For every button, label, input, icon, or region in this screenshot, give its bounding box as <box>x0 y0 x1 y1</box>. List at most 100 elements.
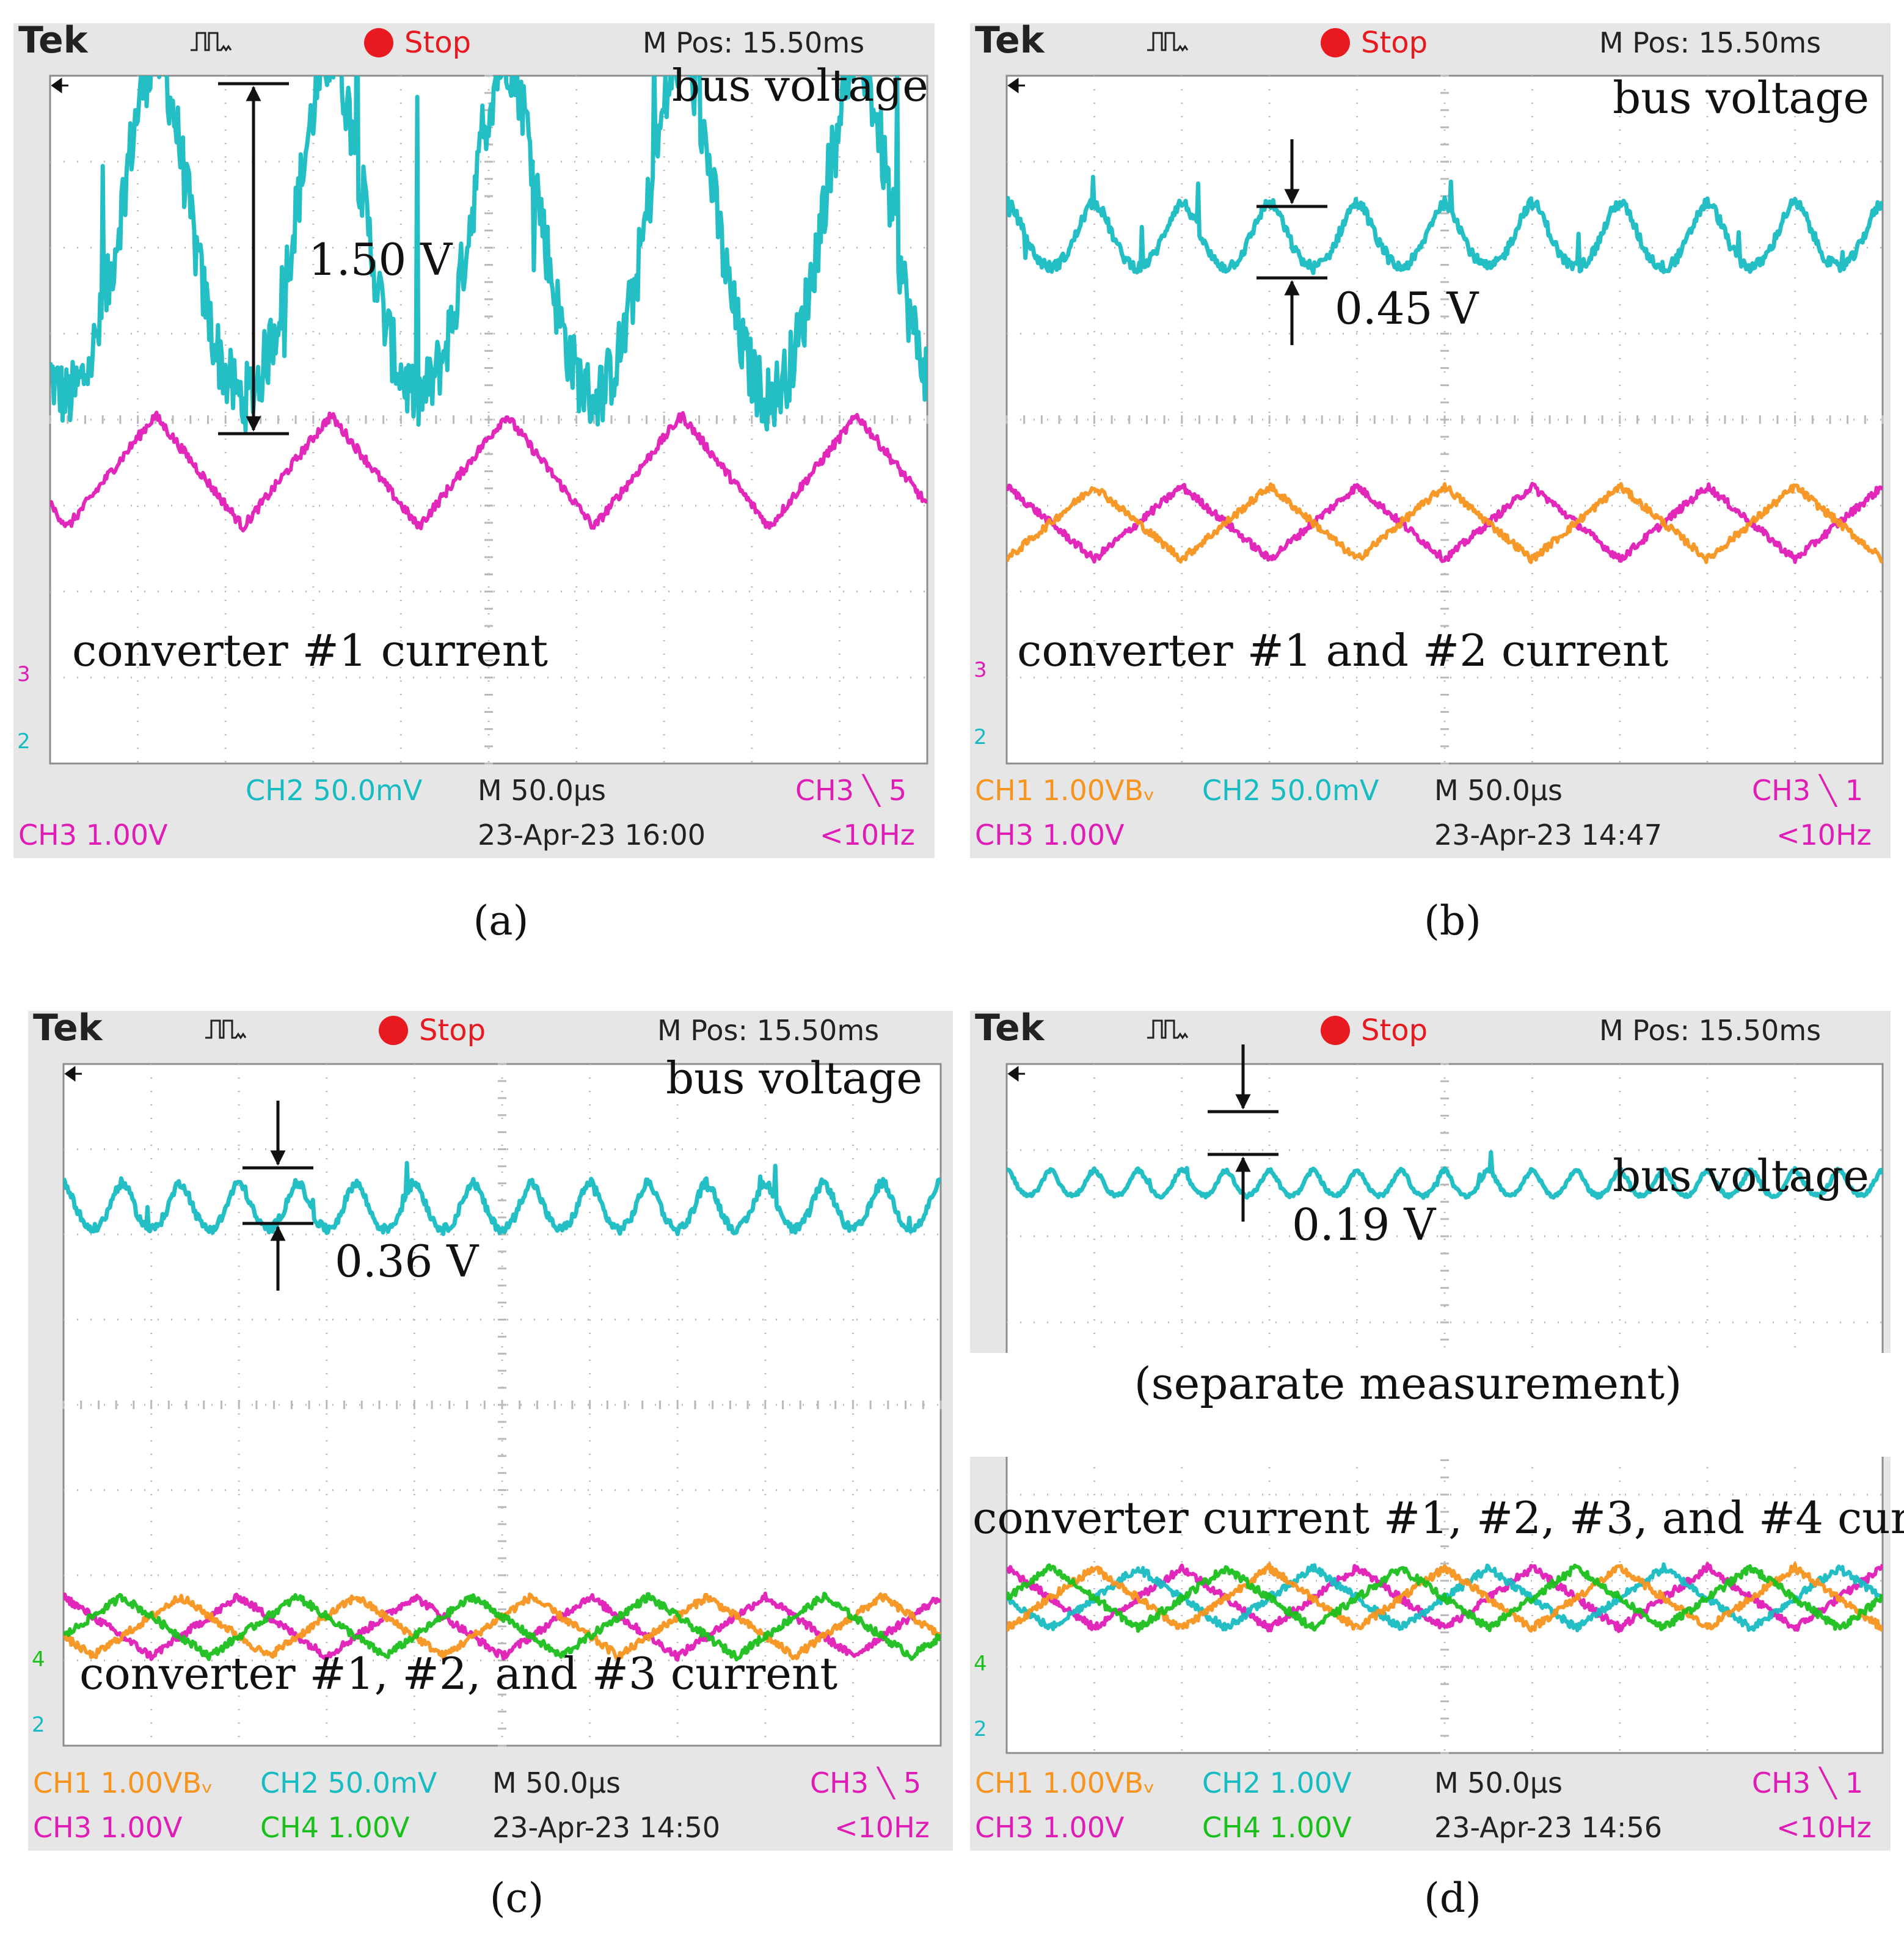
footer-readout: CH3 ╲ 5 <box>810 1766 921 1800</box>
channel-marker: 3 <box>974 658 987 682</box>
footer-readout: <10Hz <box>834 1811 930 1844</box>
horizontal-position: M Pos: 15.50ms <box>1599 26 1821 59</box>
footer-readout: CH3 1.00V <box>33 1811 183 1844</box>
trigger-position-icon <box>1007 1066 1025 1082</box>
footer-readout: M 50.0µs <box>478 774 606 807</box>
footer-readout: <10Hz <box>1776 818 1872 851</box>
traces <box>64 1161 941 1662</box>
horizontal-position: M Pos: 15.50ms <box>657 1014 879 1047</box>
pulse-icon <box>191 32 232 52</box>
stop-indicator-icon <box>1321 1016 1350 1045</box>
channel-marker: 2 <box>974 725 987 749</box>
trace-converter-1-current <box>50 410 927 533</box>
traces <box>1007 1150 1883 1633</box>
current-label: converter #1 and #2 current <box>1017 625 1668 676</box>
footer-readout: CH3 ╲ 1 <box>1752 774 1863 807</box>
footer-readout: CH3 1.00V <box>975 818 1125 851</box>
separate-measurement-label: (separate measurement) <box>1134 1358 1682 1409</box>
scope-panel-c: Tek Stop M Pos: 15.50ms CH1 1.00VBᵥ CH2 50.0… <box>28 1007 953 1922</box>
run-status: Stop <box>1361 26 1428 60</box>
ripple-value-label: 0.45 V <box>1335 283 1479 334</box>
ripple-dimension-arrows <box>1208 1044 1278 1222</box>
footer-readout: CH2 1.00V <box>1202 1766 1352 1799</box>
stop-indicator-icon <box>1321 28 1350 57</box>
ripple-value-label: 1.50 V <box>308 234 453 285</box>
pulse-icon <box>1147 1019 1189 1040</box>
footer-readout: CH3 ╲ 1 <box>1752 1766 1863 1800</box>
run-status: Stop <box>419 1013 486 1048</box>
current-label: converter current #1, #2, #3, and #4 cur… <box>972 1492 1904 1543</box>
scope-panel-a: Tek Stop M Pos: 15.50ms CH2 50.0mV M 50.0µs C… <box>13 19 935 944</box>
footer-readout: CH3 ╲ 5 <box>795 774 906 807</box>
scope-panel-d: Tek Stop M Pos: 15.50ms (separate measureme… <box>964 1007 1904 1922</box>
trace-bus-voltage <box>1007 175 1883 275</box>
traces <box>50 76 927 533</box>
trigger-position-icon <box>51 78 68 93</box>
footer-readout: CH1 1.00VBᵥ <box>975 774 1155 807</box>
ripple-dimension-arrows <box>218 82 289 435</box>
horizontal-position: M Pos: 15.50ms <box>1599 1014 1821 1047</box>
footer-readout: 23-Apr-23 14:50 <box>492 1811 720 1844</box>
trace-bus-voltage <box>50 76 927 433</box>
footer-readout: M 50.0µs <box>1434 774 1563 807</box>
bus-voltage-label: bus voltage <box>1613 1150 1869 1201</box>
footer-readout: CH2 50.0mV <box>1202 774 1379 807</box>
brand-label: Tek <box>33 1007 104 1049</box>
brand-label: Tek <box>975 1007 1046 1049</box>
trigger-position-icon <box>64 1066 82 1082</box>
stop-indicator-icon <box>379 1016 408 1045</box>
footer-readout: 23-Apr-23 14:56 <box>1434 1811 1662 1844</box>
bus-voltage-label: bus voltage <box>672 60 928 111</box>
footer-readout: CH4 1.00V <box>260 1811 410 1844</box>
current-label: converter #1, #2, and #3 current <box>79 1648 837 1699</box>
footer-readout: 23-Apr-23 16:00 <box>478 818 706 851</box>
panel-caption: (d) <box>1424 1875 1481 1922</box>
channel-marker: 4 <box>32 1647 45 1672</box>
ripple-value-label: 0.36 V <box>335 1236 480 1287</box>
channel-marker: 4 <box>974 1652 987 1676</box>
footer-readout: M 50.0µs <box>492 1766 621 1799</box>
panel-caption: (b) <box>1424 897 1481 944</box>
ripple-dimension-arrows <box>243 1101 313 1291</box>
panel-caption: (a) <box>473 897 529 944</box>
footer-readout: CH2 50.0mV <box>260 1766 437 1799</box>
channel-marker: 2 <box>17 729 31 754</box>
footer-readout: CH2 50.0mV <box>246 774 423 807</box>
trace-converter-3-current <box>1007 1562 1883 1633</box>
footer-readout: <10Hz <box>1776 1811 1872 1844</box>
trigger-position-icon <box>1007 78 1025 93</box>
scope-panel-b: Tek Stop M Pos: 15.50ms CH1 1.00VBᵥ CH2 50.0… <box>970 19 1891 944</box>
footer-readout: 23-Apr-23 14:47 <box>1434 818 1662 851</box>
stop-indicator-icon <box>364 28 393 57</box>
footer-readout: CH3 1.00V <box>975 1811 1125 1844</box>
footer-readout: CH3 1.00V <box>18 818 168 851</box>
run-status: Stop <box>404 26 471 60</box>
trace-converter-3-current <box>64 1591 941 1662</box>
pulse-icon <box>1147 32 1189 52</box>
ripple-dimension-arrows <box>1257 139 1327 345</box>
channel-marker: 2 <box>32 1713 45 1737</box>
panel-caption: (c) <box>490 1875 544 1922</box>
pulse-icon <box>205 1019 247 1040</box>
bus-voltage-label: bus voltage <box>1613 72 1869 123</box>
brand-label: Tek <box>18 19 89 62</box>
traces <box>1007 175 1883 564</box>
footer-readout: CH4 1.00V <box>1202 1811 1352 1844</box>
current-label: converter #1 current <box>72 625 548 676</box>
trace-bus-voltage <box>1007 1150 1883 1200</box>
footer-readout: CH1 1.00VBᵥ <box>975 1766 1155 1799</box>
run-status: Stop <box>1361 1013 1428 1048</box>
trace-converter-1-current <box>1007 1562 1883 1633</box>
trace-converter-4-current <box>1007 1563 1883 1633</box>
separate-measurement-gap <box>964 1353 1897 1457</box>
horizontal-position: M Pos: 15.50ms <box>643 26 864 59</box>
trace-bus-voltage <box>64 1161 941 1236</box>
footer-readout: <10Hz <box>820 818 915 851</box>
footer-readout: M 50.0µs <box>1434 1766 1563 1799</box>
brand-label: Tek <box>975 19 1046 62</box>
footer-readout: CH1 1.00VBᵥ <box>33 1766 213 1799</box>
channel-marker: 3 <box>17 662 31 687</box>
channel-marker: 2 <box>974 1717 987 1741</box>
ripple-value-label: 0.19 V <box>1292 1199 1437 1250</box>
